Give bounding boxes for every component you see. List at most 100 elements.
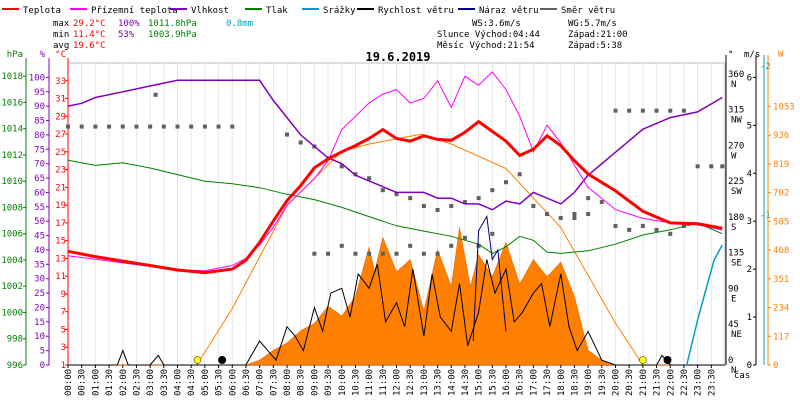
- wind-direction-point: [572, 215, 577, 220]
- direction-tick-label: 180: [728, 213, 744, 223]
- humidity-tick-label: 0: [40, 361, 45, 371]
- time-tick-label: 18:00: [557, 369, 567, 396]
- pressure-tick-label: 1000: [1, 308, 23, 318]
- wind-direction-point: [558, 215, 563, 220]
- wind-direction-point: [408, 243, 413, 248]
- time-tick-label: 17:00: [529, 369, 539, 396]
- series-solar-theoretical: [196, 133, 644, 366]
- stats-min-humidity: 53%: [118, 30, 135, 40]
- wind-direction-point: [490, 188, 495, 193]
- sunrise-marker: [193, 356, 202, 364]
- pressure-tick-label: 996: [7, 361, 23, 371]
- time-tick-label: 09:00: [310, 369, 320, 396]
- wind-direction-point: [654, 108, 659, 113]
- wind-direction-point: [586, 196, 591, 201]
- sunset-marker: [639, 356, 647, 364]
- humidity-tick-label: 30: [34, 275, 45, 285]
- direction-tick-label: 360: [728, 70, 744, 80]
- wind-tick-label: 1: [747, 313, 752, 323]
- wind-direction-point: [367, 176, 372, 181]
- direction-tick-sublabel: SW: [731, 187, 742, 197]
- temperature-tick-label: 29: [55, 112, 66, 122]
- series-wind-speed: [68, 259, 725, 366]
- stats-max-rain: 0.8mm: [226, 19, 253, 29]
- series-temperature: [67, 119, 723, 275]
- direction-tick-label: 135: [728, 249, 744, 259]
- moonrise-marker: [663, 356, 672, 364]
- temperature-tick-label: 3: [61, 343, 66, 353]
- temperature-tick-label: 33: [55, 77, 66, 87]
- moonset-marker: [218, 356, 227, 364]
- direction-tick-label: 90: [728, 284, 739, 294]
- chart-title: 19.6.2019: [365, 50, 430, 64]
- temperature-tick-label: 17: [55, 219, 66, 229]
- series-ground-temperature: [67, 71, 723, 272]
- series-pressure: [67, 159, 723, 254]
- time-tick-label: 03:00: [146, 369, 156, 396]
- humidity-tick-label: 40: [34, 246, 45, 256]
- pressure-axis-title: hPa: [7, 50, 23, 60]
- humidity-tick-label: 65: [34, 174, 45, 184]
- wind-direction-point: [681, 108, 686, 113]
- wind-direction-point: [339, 243, 344, 248]
- time-tick-label: 13:30: [434, 369, 444, 396]
- wind-direction-point: [312, 251, 317, 256]
- time-tick-label: 21:30: [653, 369, 663, 396]
- wind-direction-point: [627, 108, 632, 113]
- wind-direction-point: [353, 251, 358, 256]
- temperature-tick-label: 15: [55, 237, 66, 247]
- pressure-tick-label: 1016: [1, 98, 23, 108]
- humidity-tick-label: 15: [34, 318, 45, 328]
- time-tick-label: 16:30: [516, 369, 526, 396]
- direction-tick-label: 315: [728, 106, 744, 116]
- series-humidity: [67, 79, 723, 211]
- wind-direction-point: [421, 251, 426, 256]
- time-tick-label: 01:00: [91, 369, 101, 396]
- wind-direction-point: [709, 164, 714, 169]
- solar-tick-label: 1053: [773, 102, 795, 112]
- humidity-tick-label: 100: [29, 73, 45, 83]
- time-tick-label: 00:30: [78, 369, 88, 396]
- solar-tick-label: 117: [773, 332, 789, 342]
- legend-label: Směr větru: [561, 6, 615, 16]
- wind-direction-point: [476, 243, 481, 248]
- info-moon-set: Západ:5:38: [568, 41, 622, 51]
- time-tick-label: 06:00: [228, 369, 238, 396]
- stats-avg-label: avg: [53, 41, 69, 51]
- direction-tick-sublabel: E: [731, 294, 736, 304]
- wind-direction-point: [613, 223, 618, 228]
- stats-max-temp: 29.2°C: [73, 19, 106, 29]
- wind-direction-point: [394, 251, 399, 256]
- wind-tick-label: 6: [747, 73, 752, 83]
- direction-tick-sublabel: S: [731, 223, 736, 233]
- wind-direction-point: [654, 227, 659, 232]
- direction-axis-title: °: [728, 50, 733, 60]
- humidity-tick-label: 25: [34, 289, 45, 299]
- rain-tick-label: -1: [760, 211, 771, 221]
- temperature-tick-label: 7: [61, 308, 66, 318]
- direction-tick-sublabel: W: [731, 151, 737, 161]
- wind-direction-point: [462, 235, 467, 240]
- wind-direction-point: [120, 124, 125, 129]
- pressure-tick-label: 1018: [1, 72, 23, 82]
- wind-direction-point: [435, 251, 440, 256]
- time-tick-label: 03:30: [160, 369, 170, 396]
- time-tick-label: 15:30: [488, 369, 498, 396]
- time-tick-label: 17:30: [543, 369, 553, 396]
- stats-min-label: min: [53, 30, 69, 40]
- wind-direction-point: [681, 223, 686, 228]
- time-tick-label: 10:30: [351, 369, 361, 396]
- stats-max-label: max: [53, 19, 70, 29]
- time-tick-label: 02:30: [132, 369, 142, 396]
- time-tick-label: 21:00: [639, 369, 649, 396]
- direction-tick-sublabel: NE: [731, 330, 742, 340]
- wind-tick-label: 2: [747, 265, 752, 275]
- wind-direction-point: [93, 124, 98, 129]
- time-tick-label: 09:30: [324, 369, 334, 396]
- direction-tick-sublabel: N: [731, 366, 736, 376]
- wind-direction-point: [640, 223, 645, 228]
- plot-area: [66, 71, 725, 366]
- wind-direction-point: [421, 204, 426, 209]
- direction-tick-sublabel: SE: [731, 259, 742, 269]
- wind-direction-point: [175, 124, 180, 129]
